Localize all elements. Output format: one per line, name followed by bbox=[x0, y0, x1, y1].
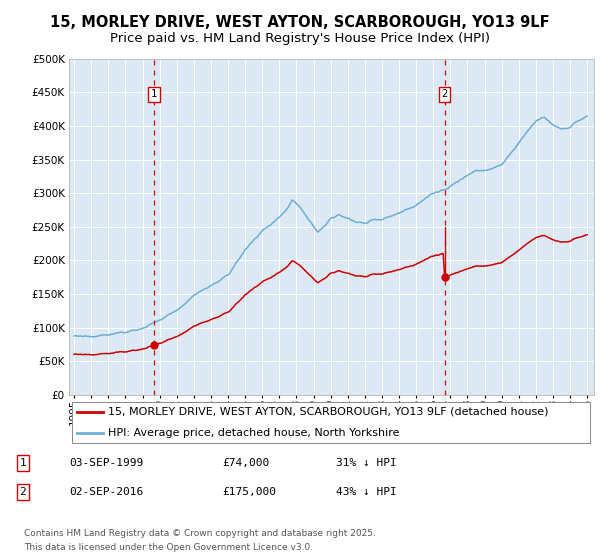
Text: £175,000: £175,000 bbox=[222, 487, 276, 497]
Text: 31% ↓ HPI: 31% ↓ HPI bbox=[336, 458, 397, 468]
Text: 1: 1 bbox=[151, 90, 157, 100]
Text: Price paid vs. HM Land Registry's House Price Index (HPI): Price paid vs. HM Land Registry's House … bbox=[110, 32, 490, 45]
FancyBboxPatch shape bbox=[71, 403, 590, 443]
Text: This data is licensed under the Open Government Licence v3.0.: This data is licensed under the Open Gov… bbox=[24, 543, 313, 552]
Text: 43% ↓ HPI: 43% ↓ HPI bbox=[336, 487, 397, 497]
Text: 2: 2 bbox=[442, 90, 448, 100]
Text: 15, MORLEY DRIVE, WEST AYTON, SCARBOROUGH, YO13 9LF (detached house): 15, MORLEY DRIVE, WEST AYTON, SCARBOROUG… bbox=[109, 407, 549, 417]
Text: HPI: Average price, detached house, North Yorkshire: HPI: Average price, detached house, Nort… bbox=[109, 428, 400, 438]
Text: 03-SEP-1999: 03-SEP-1999 bbox=[69, 458, 143, 468]
Text: 2: 2 bbox=[19, 487, 26, 497]
Text: 02-SEP-2016: 02-SEP-2016 bbox=[69, 487, 143, 497]
Text: 1: 1 bbox=[19, 458, 26, 468]
Text: £74,000: £74,000 bbox=[222, 458, 269, 468]
Text: Contains HM Land Registry data © Crown copyright and database right 2025.: Contains HM Land Registry data © Crown c… bbox=[24, 529, 376, 538]
Text: 15, MORLEY DRIVE, WEST AYTON, SCARBOROUGH, YO13 9LF: 15, MORLEY DRIVE, WEST AYTON, SCARBOROUG… bbox=[50, 15, 550, 30]
